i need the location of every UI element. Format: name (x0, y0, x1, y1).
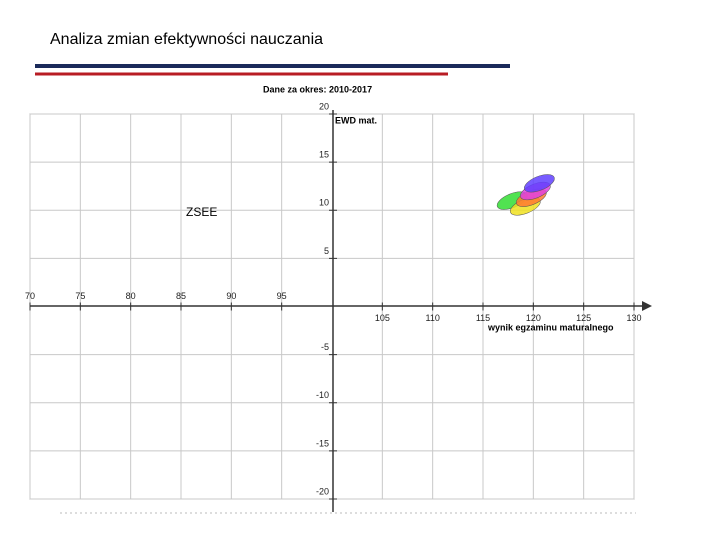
y-tick-label: 15 (319, 150, 329, 160)
y-tick-label: 10 (319, 198, 329, 208)
x-tick-label: 115 (476, 313, 490, 323)
x-axis-arrow (642, 301, 652, 311)
x-tick-label: 80 (126, 291, 136, 301)
x-tick-label: 70 (25, 291, 35, 301)
x-tick-label: 130 (626, 313, 641, 323)
x-tick-label: 75 (75, 291, 85, 301)
y-tick-label: -15 (316, 438, 329, 448)
x-tick-label: 90 (226, 291, 236, 301)
x-axis-label: wynik egzaminu maturalnego (487, 322, 614, 332)
y-tick-label: 20 (319, 101, 329, 111)
data-ellipse (524, 174, 555, 193)
annotation: ZSEE (186, 205, 217, 219)
chart-title: Dane za okres: 2010-2017 (263, 84, 372, 94)
y-tick-label: -20 (316, 486, 329, 496)
x-tick-label: 105 (375, 313, 390, 323)
x-tick-label: 125 (576, 313, 591, 323)
y-tick-label: -5 (321, 342, 329, 352)
slide-title: Analiza zmian efektywności nauczania (50, 31, 323, 48)
x-tick-label: 110 (425, 313, 439, 323)
y-tick-label: 5 (324, 246, 329, 256)
y-axis-label: EWD mat. (335, 115, 377, 125)
x-tick-label: 95 (277, 291, 287, 301)
x-tick-label: 120 (526, 313, 541, 323)
x-tick-label: 85 (176, 291, 186, 301)
y-tick-label: -10 (316, 390, 329, 400)
